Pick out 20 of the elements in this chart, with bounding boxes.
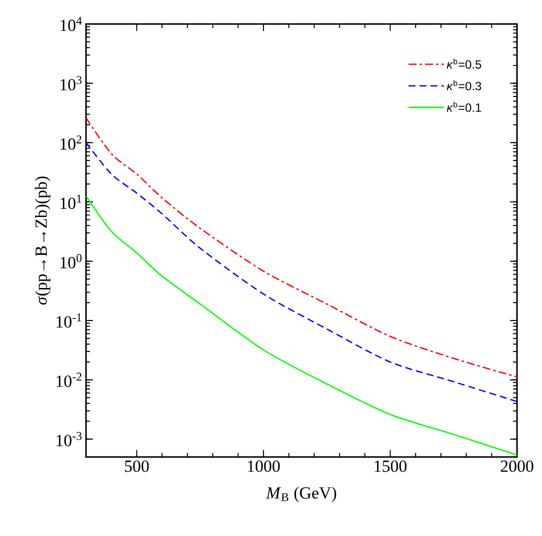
- x-tick-label: 1500: [374, 460, 407, 472]
- legend-label: κ$^{b}$=0.5: [446, 58, 482, 69]
- x-tick-label: 2000: [500, 460, 534, 472]
- y-axis-title: σ(pp→B→Zb)(pb): [34, 176, 50, 305]
- x-tick-label: 1000: [248, 460, 280, 472]
- legend-label: κ$^{b}$=0.1: [446, 102, 482, 112]
- y-tick-label: 10$^{0}$: [60, 254, 82, 268]
- x-tick-label: 500: [124, 460, 149, 472]
- line-series: [86, 117, 518, 378]
- line-series: [86, 142, 518, 402]
- y-tick-label: 10$^{3}$: [60, 76, 82, 90]
- y-tick-label: 10$^{4}$: [60, 16, 82, 32]
- legend-label: κ$^{b}$=0.3: [446, 80, 482, 90]
- x-axis-title: M$_{B}$ (GeV): [266, 486, 336, 502]
- y-tick-label: 10$^{1}$: [60, 194, 82, 210]
- line-series: [86, 195, 518, 456]
- y-tick-label: 10$^{-2}$: [56, 372, 82, 387]
- y-tick-label: 10$^{-3}$: [56, 432, 82, 446]
- y-tick-label: 10$^{2}$: [60, 135, 82, 150]
- y-tick-label: 10$^{-1}$: [56, 313, 82, 328]
